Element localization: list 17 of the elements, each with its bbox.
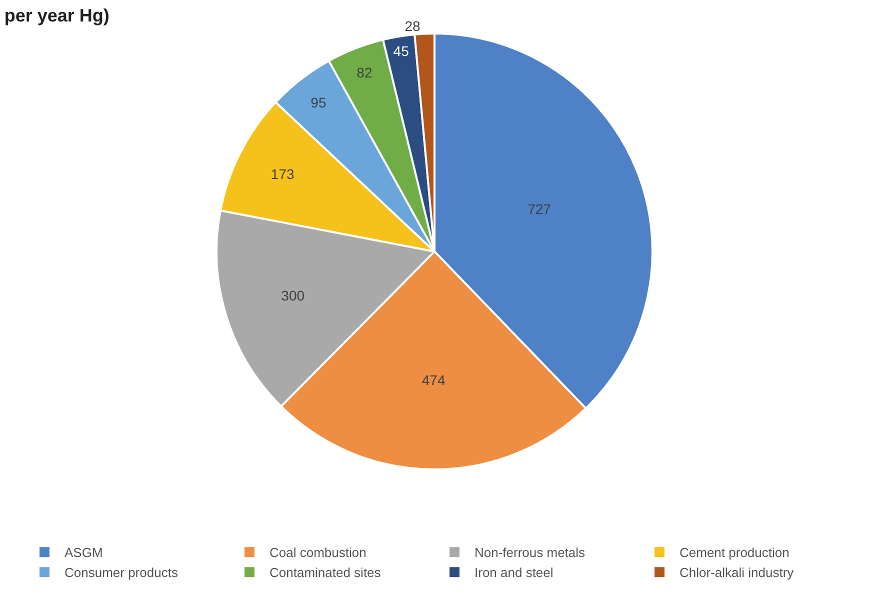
legend-label: Coal combustion [270, 545, 366, 560]
legend-label: Chlor-alkali industry [680, 565, 794, 580]
legend-label: Non-ferrous metals [474, 545, 586, 560]
data-label: 45 [393, 43, 410, 60]
data-label: 28 [404, 18, 421, 34]
legend-label: Contaminated sites [270, 565, 382, 580]
chart-title: per year Hg) [4, 6, 110, 26]
data-label: 727 [528, 201, 552, 218]
data-label: 474 [422, 372, 446, 388]
data-label: 173 [270, 166, 294, 182]
legend-label: Cement production [680, 545, 790, 560]
data-label: 300 [281, 287, 305, 304]
legend-label: ASGM [64, 545, 103, 560]
legend-label: Iron and steel [474, 565, 554, 580]
data-label: 82 [356, 64, 372, 80]
legend-label: Consumer products [64, 565, 178, 580]
data-label: 95 [310, 94, 326, 111]
